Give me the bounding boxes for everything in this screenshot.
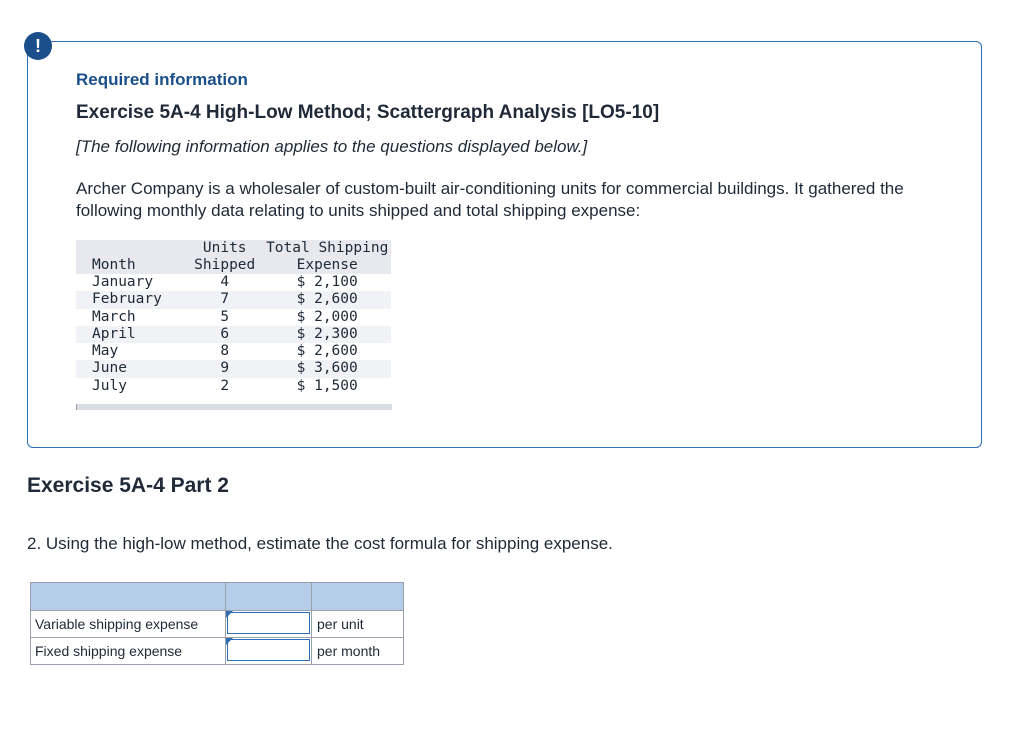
variable-expense-cell xyxy=(225,610,312,638)
header-expense-line1: Total Shipping xyxy=(266,240,389,256)
table-row: May 8 $ 2,600 xyxy=(76,343,391,360)
fixed-expense-input[interactable] xyxy=(227,639,310,661)
shipping-data-table: Month Units Shipped Total Shipping Expen… xyxy=(76,240,391,395)
expense-cell: $ 2,100 xyxy=(296,274,358,290)
answer-header-cell xyxy=(30,582,226,611)
month-cell: January xyxy=(92,274,154,290)
units-cell: 5 xyxy=(220,308,230,325)
question-text: 2. Using the high-low method, estimate t… xyxy=(27,534,613,553)
table-row: January 4 $ 2,100 xyxy=(76,274,391,291)
header-expense: Total Shipping Expense xyxy=(263,240,391,274)
month-cell: May xyxy=(92,343,119,360)
answer-row-variable: Variable shipping expense per unit xyxy=(30,610,404,638)
header-month: Month xyxy=(76,240,187,274)
fixed-expense-unit: per month xyxy=(311,637,404,665)
units-cell: 7 xyxy=(186,291,264,309)
required-info-panel xyxy=(27,41,982,448)
units-cell: 4 xyxy=(220,274,230,290)
units-cell: 8 xyxy=(220,343,230,360)
units-cell: 6 xyxy=(186,325,264,344)
header-units-line2: Shipped xyxy=(194,257,256,273)
part-title: Exercise 5A-4 Part 2 xyxy=(27,474,229,497)
required-information-heading: Required information xyxy=(76,70,248,89)
answer-header-cell xyxy=(311,582,404,611)
answer-header-cell xyxy=(225,582,312,611)
exercise-description: Archer Company is a wholesaler of custom… xyxy=(76,179,904,220)
table-row: June 9 $ 3,600 xyxy=(76,360,391,378)
variable-expense-unit: per unit xyxy=(311,610,404,638)
answer-table: Variable shipping expense per unit Fixed… xyxy=(30,582,404,665)
month-cell: February xyxy=(76,291,187,309)
input-flag-icon xyxy=(226,638,233,645)
exercise-title: Exercise 5A-4 High-Low Method; Scattergr… xyxy=(76,102,660,123)
table-row: April 6 $ 2,300 xyxy=(76,325,391,344)
table-row: March 5 $ 2,000 xyxy=(76,309,391,326)
month-cell: March xyxy=(92,308,136,325)
alert-icon: ! xyxy=(24,32,52,60)
expense-cell: $ 2,300 xyxy=(263,325,391,344)
month-cell: July xyxy=(92,377,127,394)
answer-row-fixed: Fixed shipping expense per month xyxy=(30,637,404,665)
header-units-line1: Units xyxy=(202,240,247,256)
header-units: Units Shipped xyxy=(186,240,264,274)
exercise-note: [The following information applies to th… xyxy=(76,137,588,156)
table-row: February 7 $ 2,600 xyxy=(76,291,391,309)
fixed-expense-label: Fixed shipping expense xyxy=(30,637,226,665)
expense-cell: $ 2,600 xyxy=(296,343,358,360)
expense-cell: $ 2,600 xyxy=(263,291,391,309)
units-cell: 2 xyxy=(220,377,230,394)
month-cell: April xyxy=(76,325,187,344)
expense-cell: $ 3,600 xyxy=(263,360,391,378)
expense-cell: $ 1,500 xyxy=(296,377,358,394)
answer-header-row xyxy=(30,582,404,611)
month-cell: June xyxy=(76,360,187,378)
table-row: July 2 $ 1,500 xyxy=(76,378,391,395)
expense-cell: $ 2,000 xyxy=(296,308,358,325)
variable-expense-label: Variable shipping expense xyxy=(30,610,226,638)
fixed-expense-cell xyxy=(225,637,312,665)
table-footer-bar xyxy=(76,404,392,410)
header-expense-line2: Expense xyxy=(296,257,358,273)
units-cell: 9 xyxy=(186,360,264,378)
variable-expense-input[interactable] xyxy=(227,612,310,634)
input-flag-icon xyxy=(226,611,233,618)
